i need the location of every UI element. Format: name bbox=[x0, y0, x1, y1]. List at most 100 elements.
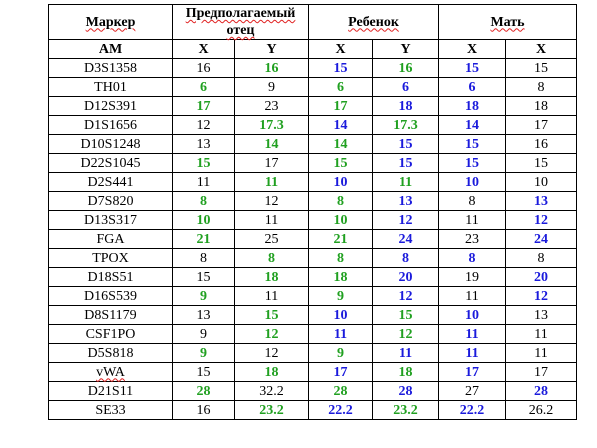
allele-cell: 17 bbox=[308, 362, 374, 382]
allele-cell: 15 bbox=[233, 305, 310, 325]
allele-cell: 13 bbox=[172, 134, 235, 154]
allele-cell: 17 bbox=[233, 153, 310, 173]
allele-cell: 15 bbox=[172, 267, 235, 287]
allele-cell: 10 bbox=[438, 305, 507, 325]
allele-cell: 23.2 bbox=[233, 400, 310, 420]
table-row: TPOX 8 8 8 8 8 8 bbox=[48, 248, 578, 268]
allele-cell: 8 bbox=[233, 248, 310, 268]
marker-name: D8S1179 bbox=[84, 307, 137, 323]
allele-cell: 15 bbox=[372, 305, 440, 325]
allele-cell: 15 bbox=[505, 58, 578, 78]
allele-cell: 21 bbox=[308, 229, 374, 249]
marker-name: FGA bbox=[96, 231, 125, 247]
marker-name: D22S1045 bbox=[80, 155, 141, 171]
header-marker: Маркер bbox=[48, 4, 173, 40]
marker-cell: D21S11 bbox=[48, 381, 173, 401]
allele-cell: 14 bbox=[233, 134, 310, 154]
marker-cell: D18S51 bbox=[48, 267, 173, 287]
allele-cell: 10 bbox=[172, 210, 235, 230]
allele-cell: 10 bbox=[308, 172, 374, 192]
subheader-cell: X bbox=[505, 39, 578, 59]
allele-cell: 12 bbox=[372, 324, 440, 344]
allele-cell: 15 bbox=[438, 153, 507, 173]
marker-cell: TPOX bbox=[48, 248, 173, 268]
table-row: D1S1656 12 17.3 14 17.3 14 17 bbox=[48, 115, 578, 135]
allele-cell: 20 bbox=[372, 267, 440, 287]
allele-cell: 11 bbox=[233, 210, 310, 230]
allele-cell: 18 bbox=[438, 96, 507, 116]
allele-cell: 26.2 bbox=[505, 400, 578, 420]
allele-cell: 28 bbox=[372, 381, 440, 401]
marker-name: D10S1248 bbox=[80, 136, 141, 152]
allele-cell: 8 bbox=[438, 248, 507, 268]
allele-cell: 17 bbox=[438, 362, 507, 382]
allele-cell: 8 bbox=[505, 248, 578, 268]
allele-cell: 9 bbox=[308, 286, 374, 306]
marker-cell: D5S818 bbox=[48, 343, 173, 363]
allele-cell: 11 bbox=[438, 286, 507, 306]
allele-cell: 12 bbox=[233, 343, 310, 363]
header-child-label: Ребенок bbox=[348, 14, 399, 30]
allele-cell: 11 bbox=[438, 210, 507, 230]
allele-cell: 17.3 bbox=[233, 115, 310, 135]
allele-cell: 11 bbox=[372, 343, 440, 363]
allele-cell: 32.2 bbox=[233, 381, 310, 401]
allele-cell: 23 bbox=[438, 229, 507, 249]
allele-cell: 15 bbox=[308, 153, 374, 173]
allele-cell: 16 bbox=[233, 58, 310, 78]
marker-cell: CSF1PO bbox=[48, 324, 173, 344]
table-row: D22S1045 15 17 15 15 15 15 bbox=[48, 153, 578, 173]
allele-cell: 8 bbox=[172, 191, 235, 211]
allele-cell: 17 bbox=[505, 362, 578, 382]
table-row: D3S1358 16 16 15 16 15 15 bbox=[48, 58, 578, 78]
table-row: D13S317 10 11 10 12 11 12 bbox=[48, 210, 578, 230]
marker-cell: D2S441 bbox=[48, 172, 173, 192]
marker-name: D3S1358 bbox=[84, 60, 137, 76]
allele-cell: 12 bbox=[505, 210, 578, 230]
marker-name: D21S11 bbox=[87, 383, 134, 399]
marker-name: D12S391 bbox=[84, 98, 137, 114]
marker-cell: D7S820 bbox=[48, 191, 173, 211]
table-row: D12S391 17 23 17 18 18 18 bbox=[48, 96, 578, 116]
allele-cell: 11 bbox=[505, 343, 578, 363]
allele-cell: 20 bbox=[505, 267, 578, 287]
marker-cell: SE33 bbox=[48, 400, 173, 420]
marker-name: TPOX bbox=[92, 250, 129, 266]
marker-name: CSF1PO bbox=[85, 326, 136, 342]
header-father-label: Предполагаемый отец bbox=[185, 6, 296, 38]
marker-cell: D1S1656 bbox=[48, 115, 173, 135]
allele-cell: 24 bbox=[505, 229, 578, 249]
marker-cell: TH01 bbox=[48, 77, 173, 97]
allele-cell: 17 bbox=[172, 96, 235, 116]
header-child: Ребенок bbox=[308, 4, 440, 40]
header-mother-label: Мать bbox=[490, 14, 525, 30]
allele-cell: 25 bbox=[233, 229, 310, 249]
subheader-cell: AM bbox=[48, 39, 173, 59]
allele-cell: 10 bbox=[308, 210, 374, 230]
allele-cell: 14 bbox=[308, 115, 374, 135]
allele-cell: 11 bbox=[172, 172, 235, 192]
allele-cell: 18 bbox=[372, 96, 440, 116]
allele-cell: 12 bbox=[172, 115, 235, 135]
allele-cell: 16 bbox=[505, 134, 578, 154]
allele-cell: 12 bbox=[505, 286, 578, 306]
allele-cell: 9 bbox=[172, 343, 235, 363]
table-row: D7S820 8 12 8 13 8 13 bbox=[48, 191, 578, 211]
allele-cell: 17 bbox=[308, 96, 374, 116]
allele-cell: 15 bbox=[372, 134, 440, 154]
table-row: D18S51 15 18 18 20 19 20 bbox=[48, 267, 578, 287]
marker-cell: D3S1358 bbox=[48, 58, 173, 78]
marker-name: TH01 bbox=[94, 79, 127, 95]
allele-cell: 11 bbox=[505, 324, 578, 344]
marker-cell: D8S1179 bbox=[48, 305, 173, 325]
marker-cell: D22S1045 bbox=[48, 153, 173, 173]
allele-cell: 13 bbox=[505, 305, 578, 325]
allele-cell: 24 bbox=[372, 229, 440, 249]
allele-cell: 17 bbox=[505, 115, 578, 135]
allele-cell: 8 bbox=[308, 191, 374, 211]
marker-name: D5S818 bbox=[87, 345, 134, 361]
allele-cell: 6 bbox=[372, 77, 440, 97]
marker-name: D7S820 bbox=[87, 193, 134, 209]
marker-name: D2S441 bbox=[87, 174, 134, 190]
allele-cell: 9 bbox=[308, 343, 374, 363]
